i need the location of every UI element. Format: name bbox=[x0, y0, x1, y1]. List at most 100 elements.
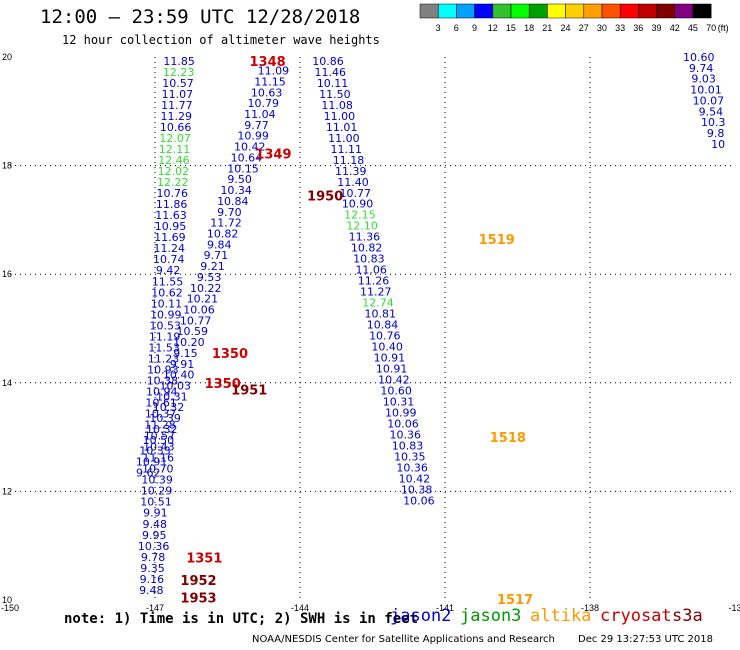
swh-value: 9.84 bbox=[207, 238, 232, 251]
swh-value: 10.36 bbox=[390, 429, 422, 442]
swh-value: 10.11 bbox=[151, 297, 183, 310]
swh-value: 10.50 bbox=[143, 434, 175, 447]
colorbar-label: 12 bbox=[488, 23, 498, 33]
swh-value: 10.99 bbox=[385, 407, 417, 420]
colorbar-label: 27 bbox=[579, 23, 589, 33]
swh-value: 10.38 bbox=[401, 484, 433, 497]
plot-area: -150 -147 -144 -141 -138 -13 10 12 14 16 18 20 11.85… bbox=[1, 51, 740, 613]
swh-value: 12.22 bbox=[157, 176, 189, 189]
colorbar-label: 33 bbox=[615, 23, 625, 33]
swh-value: 10.64 bbox=[231, 151, 263, 164]
swh-value: 10.86 bbox=[312, 55, 344, 68]
swh-value: 11.26 bbox=[358, 275, 390, 288]
swh-value: 9.71 bbox=[204, 249, 229, 262]
swh-value: 10.06 bbox=[403, 495, 435, 508]
track-B: 11.0911.1510.6310.7911.049.7710.9910.421… bbox=[136, 65, 289, 480]
swh-value: 11.63 bbox=[155, 209, 187, 222]
swh-value: 11.86 bbox=[156, 198, 188, 211]
colorbar-swatch bbox=[692, 3, 712, 19]
swh-value: 9.8 bbox=[707, 127, 725, 140]
legend-jason3: jason3 bbox=[460, 606, 522, 626]
y-tick-label: 14 bbox=[2, 378, 12, 388]
pass-time-label: 1953 bbox=[180, 591, 216, 606]
swh-value: 10.60 bbox=[683, 51, 715, 64]
swh-value: 10.57 bbox=[144, 430, 176, 443]
y-tick-label: 16 bbox=[2, 269, 12, 279]
swh-value: 10.31 bbox=[383, 396, 415, 409]
swh-value: 10.76 bbox=[369, 330, 401, 343]
colorbar-label: 9 bbox=[472, 23, 477, 33]
swh-value: 10.79 bbox=[248, 97, 280, 110]
swh-value: 9.42 bbox=[156, 264, 181, 277]
swh-value: 10.84 bbox=[367, 319, 399, 332]
swh-value: 10.59 bbox=[176, 325, 208, 338]
colorbar-label: 42 bbox=[670, 23, 680, 33]
swh-value: 11.27 bbox=[360, 286, 392, 299]
pass-time-label: 1952 bbox=[180, 574, 216, 589]
swh-value: 10.34 bbox=[220, 184, 252, 197]
swh-value: 11.00 bbox=[328, 132, 360, 145]
swh-value: 10.51 bbox=[140, 496, 172, 509]
legend-cryosat: cryosat bbox=[600, 606, 672, 626]
legend-s3a: s3a bbox=[672, 606, 703, 626]
swh-value: 10.03 bbox=[160, 380, 192, 393]
pass-time-label: 1951 bbox=[231, 383, 267, 398]
swh-value: 11.08 bbox=[321, 99, 353, 112]
colorbar-label: 24 bbox=[560, 23, 570, 33]
swh-value: 11.19 bbox=[149, 330, 181, 343]
swh-value: 11.09 bbox=[258, 65, 290, 78]
swh-value: 9.03 bbox=[691, 73, 716, 86]
swh-value: 10.33 bbox=[139, 445, 171, 458]
swh-value: 11.39 bbox=[335, 165, 367, 178]
swh-value: 12.10 bbox=[346, 220, 378, 233]
swh-value: 10.42 bbox=[234, 141, 266, 154]
swh-value: 12.02 bbox=[158, 165, 190, 178]
swh-value: 11.06 bbox=[355, 264, 387, 277]
swh-value: 10.3 bbox=[701, 116, 726, 129]
colorbar-label: 18 bbox=[524, 23, 534, 33]
swh-value: 10.20 bbox=[173, 336, 205, 349]
swh-value: 9.16 bbox=[140, 573, 165, 586]
swh-value: 10.91 bbox=[374, 352, 406, 365]
swh-value: 10.63 bbox=[251, 86, 283, 99]
swh-value: 10.94 bbox=[146, 385, 178, 398]
pass-time-label: 1350 bbox=[205, 377, 241, 392]
swh-value: 11.29 bbox=[161, 110, 193, 123]
swh-value: 10.31 bbox=[156, 390, 188, 403]
swh-value: 10.99 bbox=[237, 130, 269, 143]
swh-value: 10.99 bbox=[150, 308, 182, 321]
swh-value: 10.07 bbox=[693, 94, 725, 107]
swh-value: 11.77 bbox=[161, 99, 193, 112]
y-tick-label: 18 bbox=[2, 161, 12, 171]
swh-value: 10.42 bbox=[399, 473, 431, 486]
swh-value: 10.91 bbox=[136, 456, 168, 469]
swh-value: 10.21 bbox=[187, 293, 219, 306]
colorbar-label: 36 bbox=[633, 23, 643, 33]
swh-value: 9.54 bbox=[699, 105, 724, 118]
swh-value: 10.61 bbox=[145, 397, 177, 410]
swh-value: 10.70 bbox=[142, 463, 174, 476]
swh-value: 10.39 bbox=[149, 412, 181, 425]
swh-value: 9.50 bbox=[227, 173, 252, 186]
y-tick-label: 12 bbox=[2, 486, 12, 496]
swh-value: 10.57 bbox=[162, 77, 194, 90]
colorbar-unit: (ft) bbox=[718, 23, 729, 33]
swh-value: 10.83 bbox=[392, 440, 424, 453]
y-tick-label: 10 bbox=[2, 595, 12, 605]
swh-value: 10.37 bbox=[145, 408, 177, 421]
swh-value: 11.46 bbox=[315, 66, 347, 79]
swh-value: 10.82 bbox=[207, 227, 239, 240]
legend-jason2: jason2 bbox=[390, 606, 452, 626]
colorbar-label: 45 bbox=[688, 23, 698, 33]
swh-value: 12.07 bbox=[159, 132, 191, 145]
swh-value: 10.60 bbox=[380, 385, 412, 398]
swh-value: 11.07 bbox=[162, 88, 194, 101]
swh-value: 11.00 bbox=[324, 110, 356, 123]
swh-value: 10.77 bbox=[340, 187, 372, 200]
swh-value: 11.55 bbox=[152, 275, 184, 288]
swh-value: 9.91 bbox=[170, 358, 195, 371]
swh-value: 10.93 bbox=[147, 363, 179, 376]
swh-value: 10.38 bbox=[147, 374, 179, 387]
legend-altika: altika bbox=[530, 606, 592, 626]
swh-value: 10.83 bbox=[353, 253, 385, 266]
